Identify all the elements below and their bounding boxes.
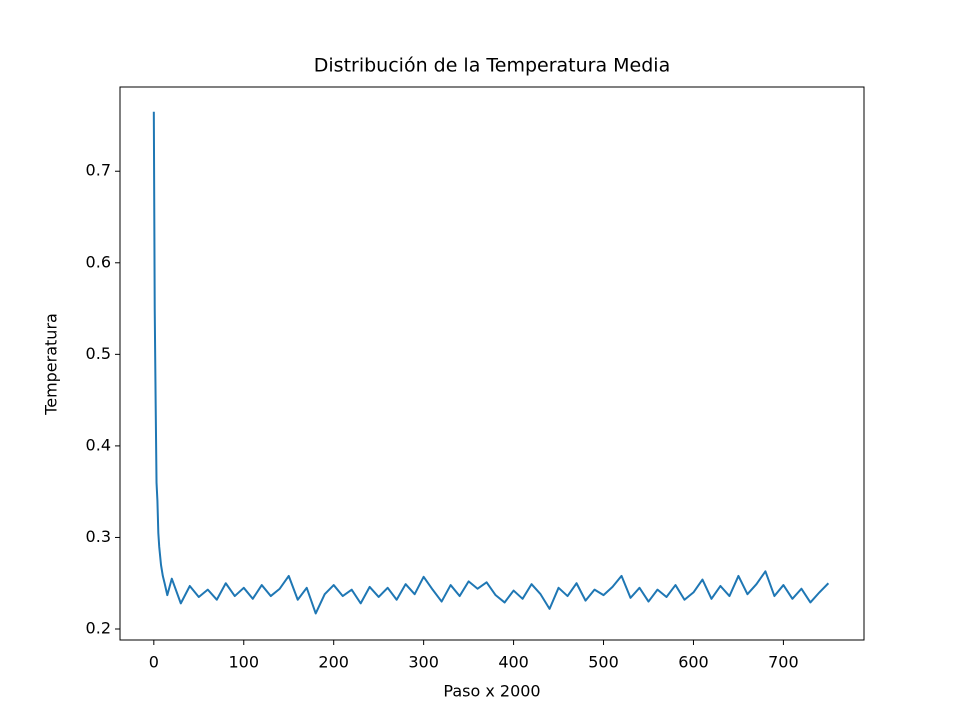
y-tick-label: 0.7 <box>86 161 111 180</box>
data-line <box>152 111 830 615</box>
x-tick-label: 600 <box>678 653 709 672</box>
x-axis-label: Paso x 2000 <box>443 682 540 701</box>
x-tick-label: 700 <box>768 653 799 672</box>
y-tick-label: 0.6 <box>86 252 111 271</box>
x-tick-label: 400 <box>498 653 529 672</box>
x-tick-label: 0 <box>149 653 159 672</box>
x-tick-label: 500 <box>588 653 619 672</box>
y-tick-label: 0.3 <box>86 527 111 546</box>
y-axis-label: Temperatura <box>42 313 61 416</box>
x-tick-label: 200 <box>318 653 349 672</box>
x-tick-label: 300 <box>408 653 439 672</box>
y-tick-label: 0.5 <box>86 344 111 363</box>
plot-frame <box>119 86 865 641</box>
y-tick-label: 0.2 <box>86 619 111 638</box>
chart-title: Distribución de la Temperatura Media <box>314 55 670 77</box>
y-tick-label: 0.4 <box>86 435 111 454</box>
x-tick-label: 100 <box>228 653 259 672</box>
